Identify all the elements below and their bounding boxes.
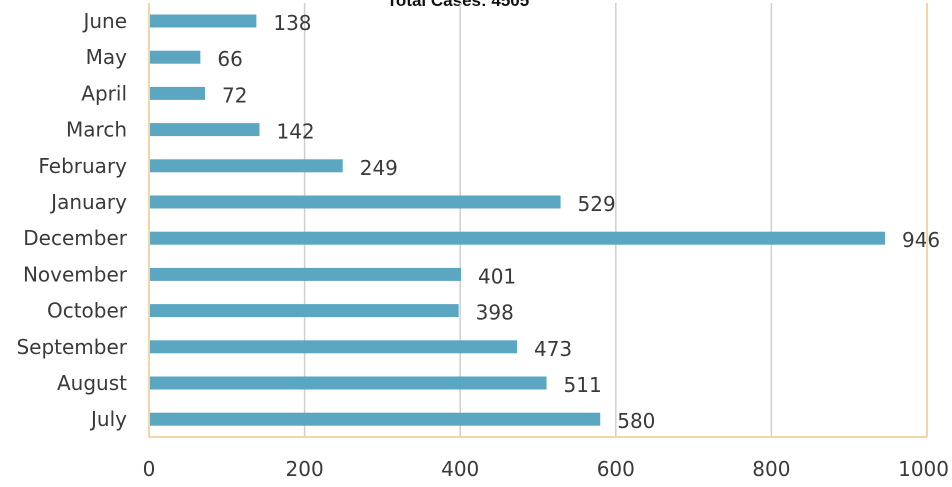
category-label-november: November <box>23 262 128 286</box>
category-label-august: August <box>57 371 127 395</box>
value-label-february: 249 <box>360 156 398 180</box>
bar-june <box>150 14 257 28</box>
bar-november <box>150 267 461 281</box>
x-tick-labels: 0 200 400 600 800 1000 <box>143 457 949 481</box>
category-label-may: May <box>86 45 128 69</box>
category-label-january: January <box>49 190 127 214</box>
value-label-december: 946 <box>902 228 940 252</box>
bar-july <box>150 412 601 426</box>
x-tick-label-600: 600 <box>597 457 635 481</box>
value-label-november: 401 <box>478 264 516 288</box>
value-label-july: 580 <box>617 409 655 433</box>
category-label-april: April <box>81 81 127 105</box>
category-label-october: October <box>47 299 128 323</box>
bar-march <box>150 123 260 137</box>
value-label-september: 473 <box>534 337 572 361</box>
value-label-april: 72 <box>222 83 247 107</box>
x-tick-label-1000: 1000 <box>898 457 949 481</box>
bar-may <box>150 50 201 64</box>
value-label-march: 142 <box>276 120 314 144</box>
x-tick-label-400: 400 <box>441 457 479 481</box>
x-tick-label-0: 0 <box>143 457 156 481</box>
bar-february <box>150 159 343 173</box>
category-label-december: December <box>23 226 127 250</box>
bar-september <box>150 340 517 354</box>
category-label-february: February <box>38 154 127 178</box>
grid-lines <box>303 3 773 437</box>
x-tick-label-800: 800 <box>752 457 790 481</box>
value-label-may: 66 <box>217 47 242 71</box>
category-label-july: July <box>89 407 127 431</box>
x-tick-label-200: 200 <box>286 457 324 481</box>
bar-january <box>150 195 561 209</box>
category-labels: June May April March February January December… <box>16 9 127 431</box>
value-label-june: 138 <box>273 11 311 35</box>
value-label-august: 511 <box>564 373 602 397</box>
bar-april <box>150 86 206 100</box>
bar-december <box>150 231 885 245</box>
category-label-march: March <box>66 118 127 142</box>
category-label-june: June <box>81 9 127 33</box>
value-label-october: 398 <box>476 301 514 325</box>
value-labels: 138 66 72 142 249 529 946 401 398 473 511 580 <box>217 11 940 433</box>
category-label-september: September <box>16 335 127 359</box>
bar-october <box>150 304 459 318</box>
bars <box>150 14 885 426</box>
chart-title: Total Cases: 4505 <box>387 0 529 10</box>
axis-frame <box>148 3 928 438</box>
value-label-january: 529 <box>578 192 616 216</box>
bar-august <box>150 376 547 390</box>
